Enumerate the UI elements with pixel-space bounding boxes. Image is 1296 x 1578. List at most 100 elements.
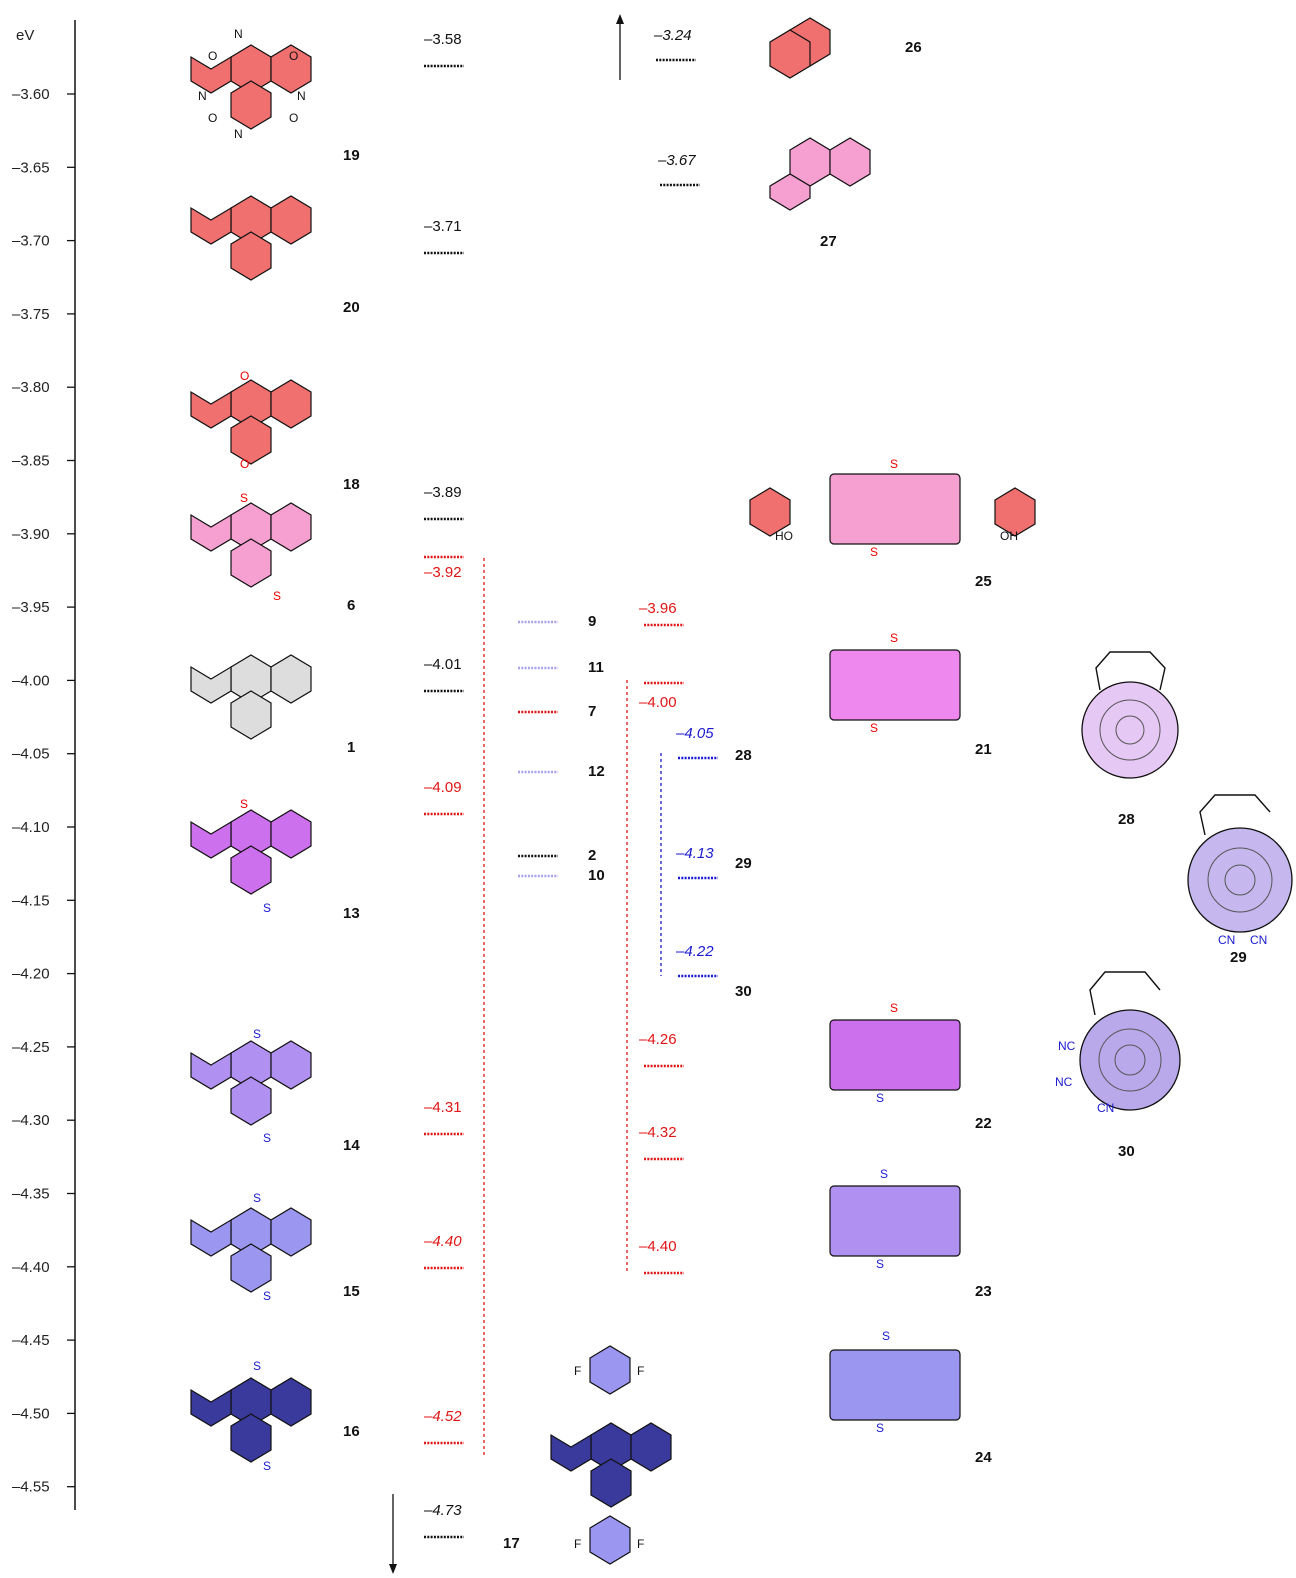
atom-n: N (297, 89, 306, 103)
molecule-17-ring-top (589, 1345, 631, 1395)
level-value: –3.67 (657, 152, 696, 169)
atom-s-blue: S (263, 901, 271, 915)
atom-s-blue: S (253, 1359, 261, 1373)
compound-id-15: 15 (343, 1283, 360, 1300)
level-value: –4.13 (675, 845, 714, 862)
level-value: –4.52 (423, 1408, 462, 1425)
atom-f: F (637, 1537, 644, 1551)
level-value: –3.24 (653, 27, 692, 44)
y-tick-label: –4.25 (12, 1039, 50, 1056)
energy-level: –3.96 (639, 600, 684, 627)
molecule-15 (190, 1207, 312, 1293)
atom-s-red: S (890, 631, 898, 645)
energy-level: 2 (518, 847, 596, 864)
y-tick-label: –4.30 (12, 1112, 50, 1129)
compound-id-16: 16 (343, 1423, 360, 1440)
energy-level: –4.32 (639, 1124, 684, 1161)
level-compound-id: 11 (588, 659, 604, 676)
compound-id-29: 29 (735, 855, 752, 872)
molecule-18 (190, 379, 312, 465)
compound-id-18: 18 (343, 476, 360, 493)
atom-f: F (574, 1537, 581, 1551)
compound-id-25: 25 (975, 573, 992, 590)
energy-level: –3.89 (424, 484, 464, 521)
y-tick-label: –4.15 (12, 892, 50, 909)
atom-s-red: S (240, 491, 248, 505)
atom-ho: HO (775, 529, 793, 543)
y-tick-label: –4.10 (12, 819, 50, 836)
energy-level: –4.52 (423, 1408, 464, 1445)
energy-level: –3.71 (424, 218, 464, 255)
level-value: –4.09 (424, 779, 462, 796)
y-tick-label: –3.65 (12, 159, 50, 176)
molecule-1 (190, 654, 312, 740)
compound-id-30: 30 (735, 983, 752, 1000)
compound-id-24: 24 (975, 1449, 992, 1466)
atom-cn: CN (1097, 1101, 1114, 1115)
atom-s-blue: S (253, 1027, 261, 1041)
energy-level: 9 (518, 613, 596, 630)
energy-level: –4.73 (423, 1502, 464, 1539)
energy-level: –4.01 (424, 656, 464, 693)
atom-f: F (637, 1364, 644, 1378)
molecule-17 (550, 1422, 672, 1508)
atom-nc: NC (1058, 1039, 1076, 1053)
atom-labels: N N N N O O O O O O S S S S S S S S S S … (198, 27, 1267, 1551)
molecule-26 (769, 17, 831, 79)
energy-level: –4.26 (639, 1031, 684, 1068)
atom-o-red: O (240, 369, 249, 383)
energy-level: –4.00 (639, 681, 684, 711)
compound-id-13: 13 (343, 905, 360, 922)
energy-level: –3.92 (424, 555, 464, 581)
molecule-14 (190, 1040, 312, 1126)
energy-level: –3.58 (424, 31, 464, 68)
atom-s-red: S (273, 589, 281, 603)
level-compound-id: 9 (588, 613, 596, 630)
compound-id-1: 1 (347, 739, 355, 756)
y-tick-label: –4.20 (12, 966, 50, 983)
level-value: –4.73 (423, 1502, 462, 1519)
compound-id-21: 21 (975, 741, 992, 758)
y-tick-label: –3.85 (12, 453, 50, 470)
atom-s-red: S (890, 457, 898, 471)
level-value: –4.26 (639, 1031, 677, 1048)
molecule-22 (829, 1019, 961, 1091)
energy-level: 12 (518, 763, 605, 780)
level-value: –3.58 (424, 31, 462, 48)
atom-s-blue: S (876, 1091, 884, 1105)
atom-s-blue: S (880, 1167, 888, 1181)
atom-s-blue: S (263, 1289, 271, 1303)
compound-id-22: 22 (975, 1115, 992, 1132)
energy-level: –4.22 (675, 943, 718, 978)
compound-id-28: 28 (1118, 811, 1135, 828)
molecule-20 (190, 195, 312, 281)
atom-nc: NC (1055, 1075, 1073, 1089)
molecule-23 (829, 1185, 961, 1257)
energy-level: –4.09 (424, 779, 464, 816)
compound-id-6: 6 (347, 597, 355, 614)
atom-oh: OH (1000, 529, 1018, 543)
molecule-13 (190, 809, 312, 895)
y-axis-unit: eV (16, 27, 34, 44)
atom-o-red: O (240, 457, 249, 471)
level-value: –3.96 (639, 600, 677, 617)
level-value: –4.40 (423, 1233, 462, 1250)
atom-n: N (234, 27, 243, 41)
y-tick-label: –3.90 (12, 526, 50, 543)
atom-s-blue: S (263, 1459, 271, 1473)
energy-level: –3.24 (653, 27, 696, 62)
atom-f: F (574, 1364, 581, 1378)
level-value: –4.05 (675, 725, 714, 742)
level-compound-id: 12 (588, 763, 605, 780)
compound-id-30: 30 (1118, 1143, 1135, 1160)
atom-s-blue: S (253, 1191, 261, 1205)
compound-id-29: 29 (1230, 949, 1247, 966)
molecule-21 (829, 649, 961, 721)
level-value: –3.71 (424, 218, 462, 235)
y-tick-label: –4.00 (12, 672, 50, 689)
level-value: –4.00 (639, 694, 677, 711)
level-value: –4.01 (424, 656, 462, 673)
atom-n: N (198, 89, 207, 103)
atom-cn: CN (1250, 933, 1267, 947)
